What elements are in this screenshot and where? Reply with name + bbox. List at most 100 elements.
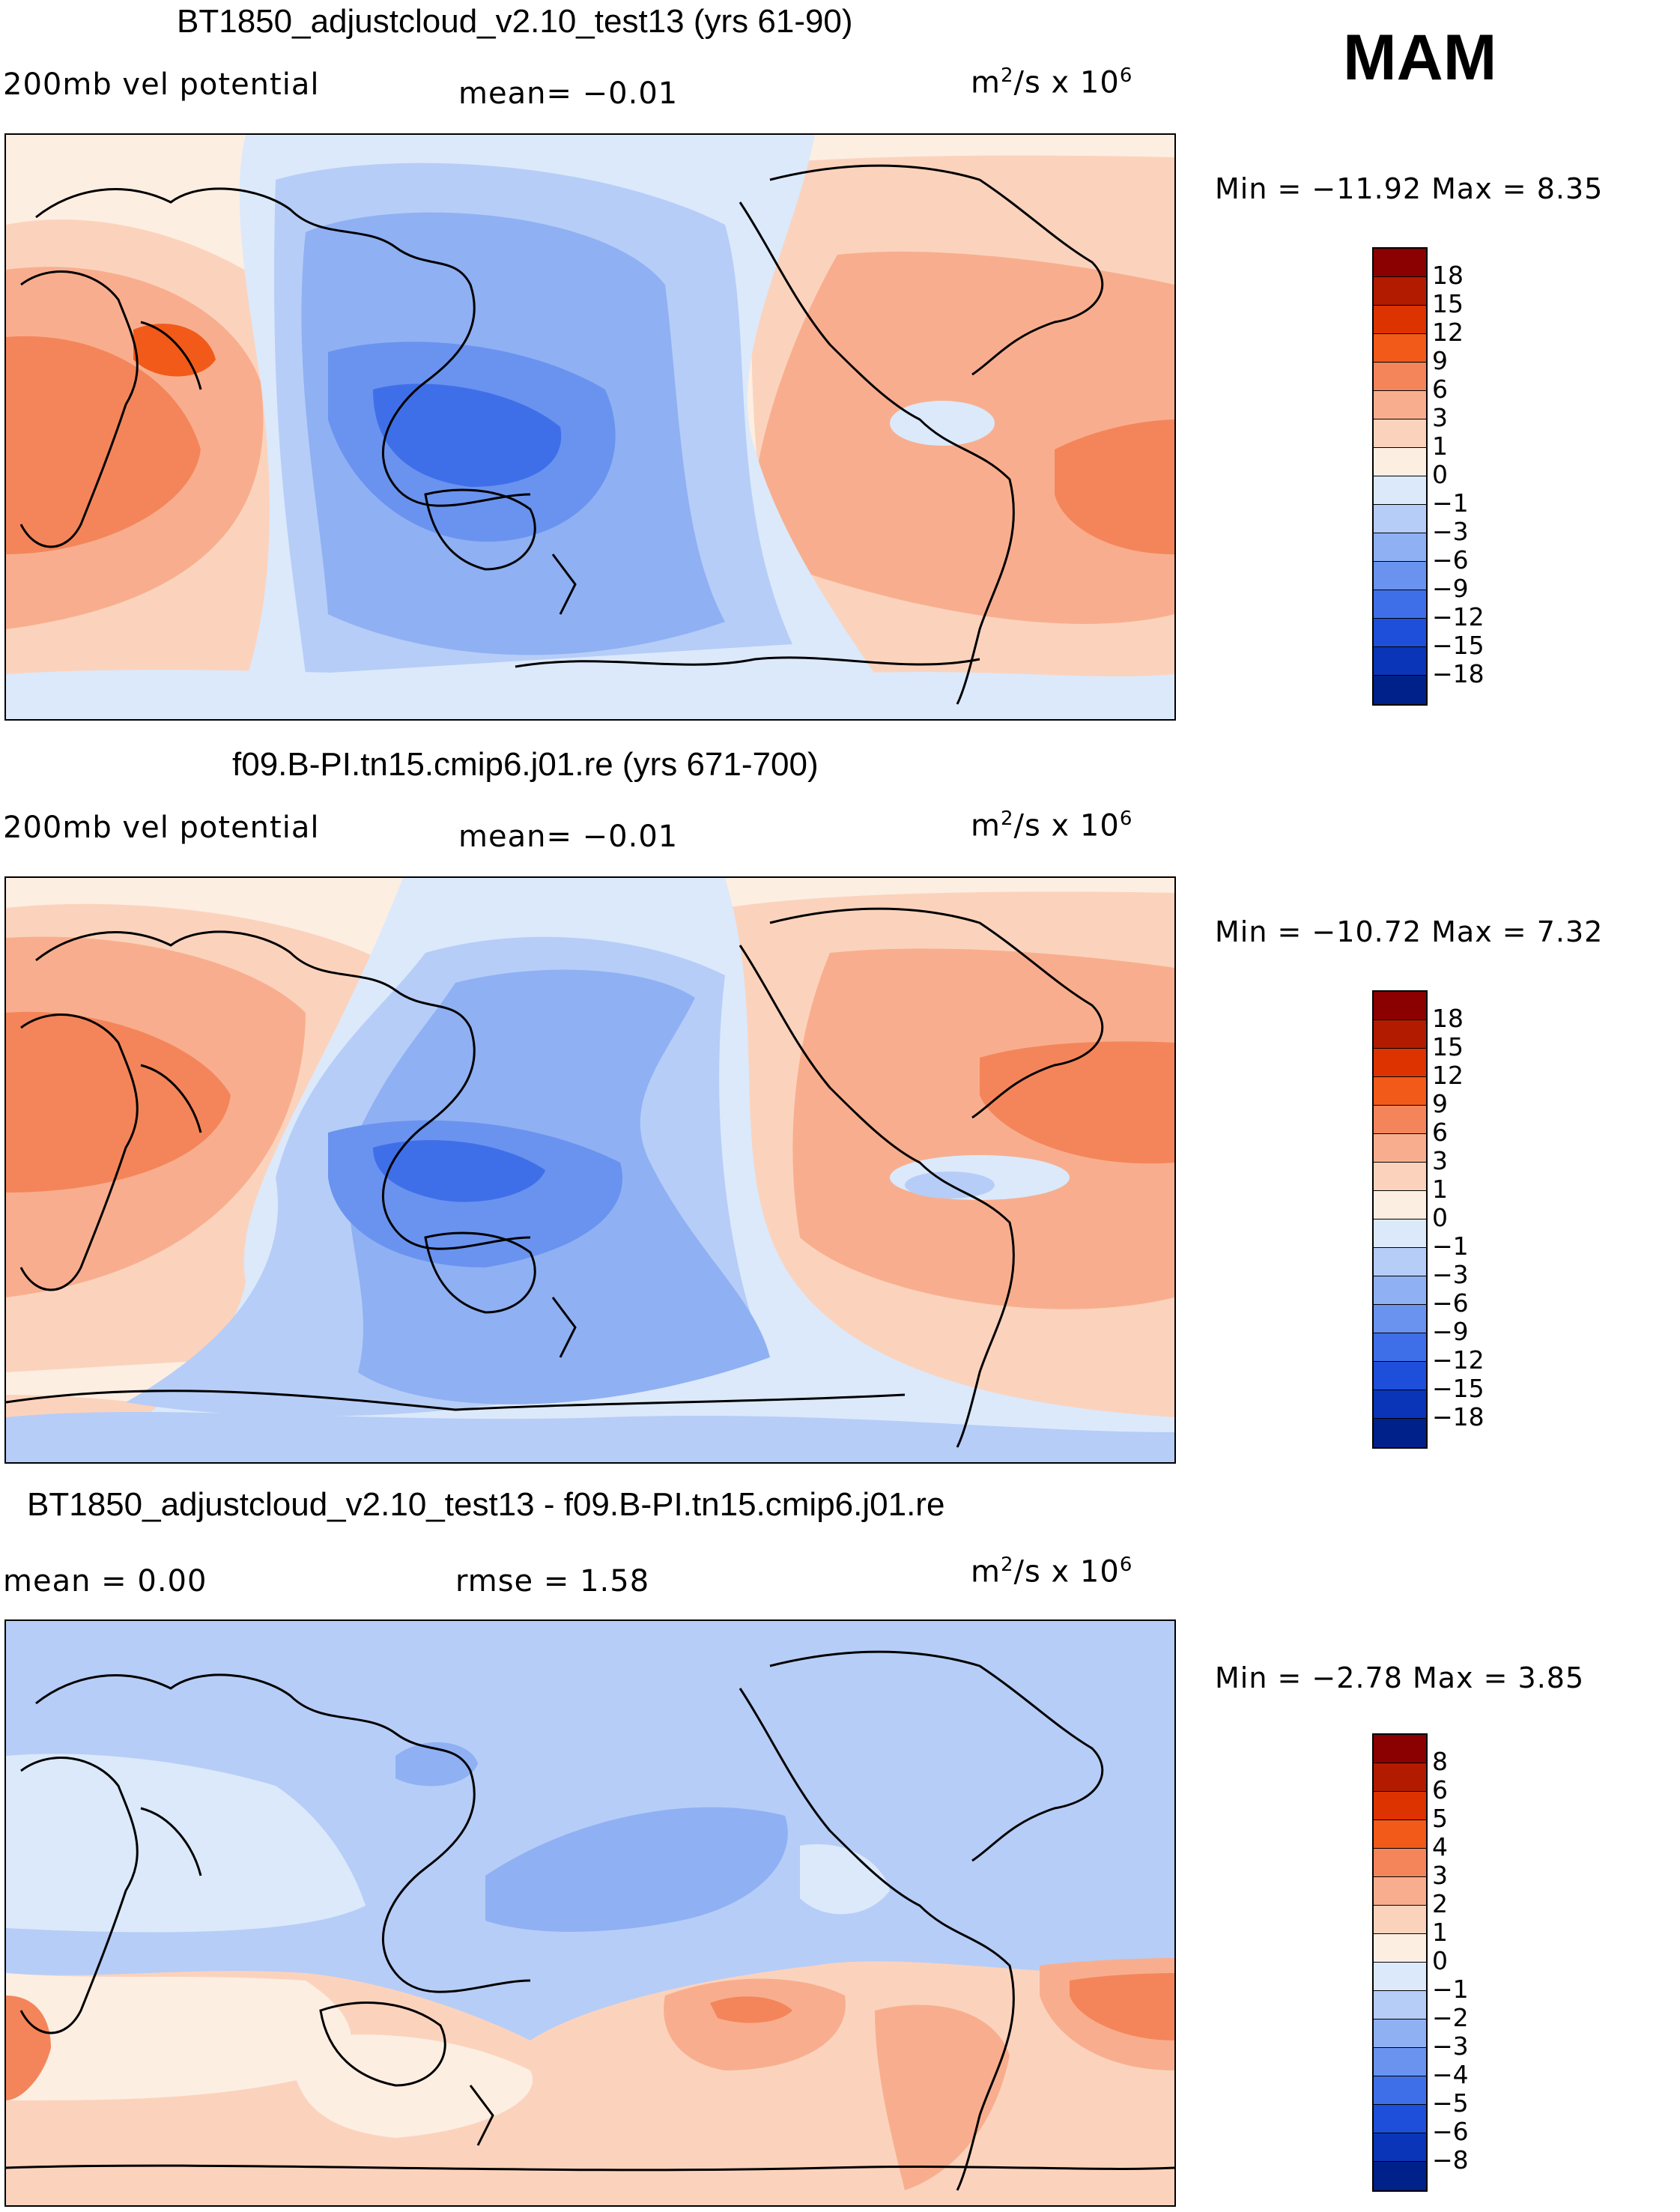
colorbar-swatch: [1374, 2019, 1426, 2048]
panel3-title: BT1850_adjustcloud_v2.10_test13 - f09.B-…: [27, 1486, 945, 1523]
colorbar-tick-label: −9: [1432, 574, 1469, 603]
colorbar-swatch: [1374, 505, 1426, 533]
colorbar-swatch: [1374, 562, 1426, 590]
colorbar-swatch: [1374, 1820, 1426, 1849]
colorbar-tick-label: −15: [1432, 631, 1485, 660]
colorbar-tick-label: 8: [1432, 1747, 1448, 1776]
panel1-map: [4, 133, 1176, 721]
colorbar-tick-label: −6: [1432, 1288, 1469, 1318]
colorbar-swatch: [1374, 1390, 1426, 1419]
colorbar-tick-label: 12: [1432, 318, 1464, 347]
colorbar-tick-label: −6: [1432, 2117, 1469, 2146]
colorbar-tick-label: 0: [1432, 1946, 1448, 1975]
colorbar-tick-label: −4: [1432, 2060, 1469, 2089]
colorbar-swatch: [1374, 2048, 1426, 2076]
colorbar-swatch: [1374, 1763, 1426, 1792]
colorbar-tick-label: −6: [1432, 545, 1469, 575]
colorbar-swatch: [1374, 277, 1426, 306]
panel3-units: m2/s x 106: [971, 1554, 1133, 1590]
panel1-variable-label: 200mb vel potential: [3, 67, 320, 102]
colorbar-tick-label: 12: [1432, 1061, 1464, 1090]
colorbar-swatch: [1374, 1106, 1426, 1134]
colorbar-tick-label: −15: [1432, 1374, 1485, 1403]
colorbar-tick-label: 1: [1432, 1175, 1448, 1204]
panel1-title: BT1850_adjustcloud_v2.10_test13 (yrs 61-…: [177, 3, 853, 40]
colorbar-swatch: [1374, 391, 1426, 419]
colorbar-swatch: [1374, 1877, 1426, 1906]
colorbar-swatch: [1374, 992, 1426, 1020]
colorbar-swatch: [1374, 476, 1426, 505]
panel2-colorbar-labels: 18 15 12 9 6 3 1 0 −1 −3 −6 −9 −12 −15 −…: [1432, 1005, 1485, 1431]
panel2-title: f09.B-PI.tn15.cmip6.j01.re (yrs 671-700): [232, 746, 819, 783]
panel1-colorbar: [1372, 247, 1428, 706]
colorbar-tick-label: 9: [1432, 1089, 1448, 1118]
colorbar-swatch: [1374, 2105, 1426, 2133]
colorbar-tick-label: 3: [1432, 1861, 1448, 1890]
colorbar-tick-label: 6: [1432, 375, 1448, 404]
colorbar-swatch: [1374, 1276, 1426, 1305]
panel3-map: [4, 1619, 1176, 2207]
colorbar-tick-label: −18: [1432, 659, 1485, 688]
panel3-rmse-label: rmse = 1.58: [455, 1564, 650, 1599]
colorbar-tick-label: 15: [1432, 1032, 1464, 1061]
colorbar-swatch: [1374, 419, 1426, 448]
colorbar-swatch: [1374, 363, 1426, 391]
panel3-mean-label: mean = 0.00: [3, 1564, 207, 1599]
colorbar-tick-label: −1: [1432, 1975, 1469, 2004]
colorbar-swatch: [1374, 1963, 1426, 1991]
panel2-variable-label: 200mb vel potential: [3, 810, 320, 845]
colorbar-tick-label: −2: [1432, 2003, 1469, 2032]
colorbar-swatch: [1374, 647, 1426, 676]
colorbar-swatch: [1374, 249, 1426, 277]
colorbar-tick-label: −3: [1432, 517, 1469, 546]
colorbar-swatch: [1374, 1906, 1426, 1934]
panel2-minmax: Min = −10.72 Max = 7.32: [1215, 915, 1604, 948]
colorbar-tick-label: 3: [1432, 403, 1448, 432]
colorbar-swatch: [1374, 1020, 1426, 1049]
colorbar-tick-label: −3: [1432, 2031, 1469, 2061]
panel1-minmax: Min = −11.92 Max = 8.35: [1215, 172, 1604, 205]
colorbar-tick-label: 2: [1432, 1889, 1448, 1918]
colorbar-swatch: [1374, 1219, 1426, 1248]
colorbar-swatch: [1374, 590, 1426, 619]
colorbar-swatch: [1374, 1792, 1426, 1820]
colorbar-tick-label: −5: [1432, 2088, 1469, 2118]
colorbar-swatch: [1374, 1362, 1426, 1390]
colorbar-tick-label: 18: [1432, 1004, 1464, 1033]
colorbar-tick-label: 6: [1432, 1118, 1448, 1147]
colorbar-swatch: [1374, 334, 1426, 363]
colorbar-swatch: [1374, 2076, 1426, 2105]
panel1-colorbar-labels: 18 15 12 9 6 3 1 0 −1 −3 −6 −9 −12 −15 −…: [1432, 261, 1485, 688]
colorbar-tick-label: −3: [1432, 1260, 1469, 1289]
colorbar-swatch: [1374, 448, 1426, 476]
colorbar-tick-label: 0: [1432, 1203, 1448, 1232]
colorbar-tick-label: 3: [1432, 1146, 1448, 1175]
colorbar-tick-label: 0: [1432, 460, 1448, 489]
colorbar-tick-label: 6: [1432, 1775, 1448, 1805]
colorbar-tick-label: −18: [1432, 1402, 1485, 1431]
colorbar-swatch: [1374, 2133, 1426, 2162]
colorbar-swatch: [1374, 619, 1426, 647]
panel2-mean-label: mean= −0.01: [458, 819, 679, 854]
colorbar-tick-label: 1: [1432, 1918, 1448, 1947]
colorbar-tick-label: 9: [1432, 346, 1448, 375]
colorbar-tick-label: 1: [1432, 431, 1448, 461]
colorbar-swatch: [1374, 1735, 1426, 1763]
colorbar-swatch: [1374, 1248, 1426, 1276]
colorbar-tick-label: −9: [1432, 1317, 1469, 1346]
colorbar-tick-label: 18: [1432, 261, 1464, 290]
colorbar-swatch: [1374, 1991, 1426, 2019]
colorbar-swatch: [1374, 1134, 1426, 1163]
colorbar-tick-label: 5: [1432, 1804, 1448, 1833]
panel2-units: m2/s x 106: [971, 807, 1133, 843]
colorbar-tick-label: 15: [1432, 289, 1464, 318]
colorbar-swatch: [1374, 1163, 1426, 1191]
panel1-mean-label: mean= −0.01: [458, 76, 679, 111]
colorbar-swatch: [1374, 1305, 1426, 1333]
colorbar-swatch: [1374, 1419, 1426, 1447]
colorbar-swatch: [1374, 676, 1426, 704]
colorbar-tick-label: −1: [1432, 488, 1469, 518]
colorbar-swatch: [1374, 533, 1426, 562]
panel3-colorbar-labels: 8 6 5 4 3 2 1 0 −1 −2 −3 −4 −5 −6 −8: [1432, 1748, 1469, 2175]
colorbar-swatch: [1374, 2162, 1426, 2190]
